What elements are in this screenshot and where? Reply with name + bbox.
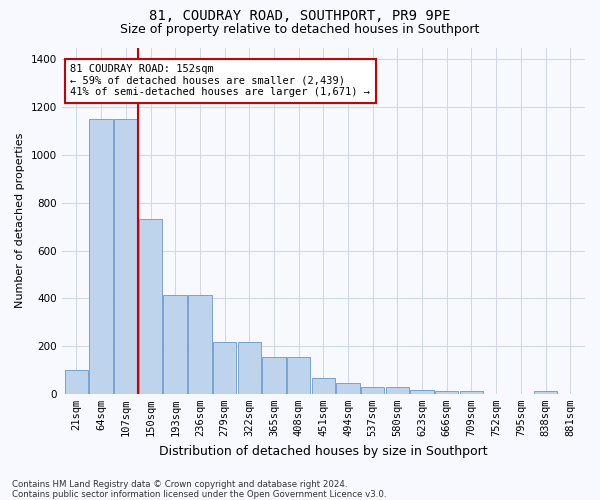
Text: Contains HM Land Registry data © Crown copyright and database right 2024.: Contains HM Land Registry data © Crown c… [12,480,347,489]
Bar [238,342,261,394]
Bar [262,357,286,394]
Bar [336,383,360,394]
Bar [188,294,212,394]
Bar [460,391,483,394]
Bar [386,387,409,394]
Bar [163,294,187,394]
Text: Contains public sector information licensed under the Open Government Licence v3: Contains public sector information licen… [12,490,386,499]
Bar [287,357,310,394]
Bar [534,391,557,394]
Y-axis label: Number of detached properties: Number of detached properties [15,133,25,308]
Bar [410,390,434,394]
Bar [114,119,137,394]
Bar [361,387,385,394]
Bar [139,220,162,394]
Bar [213,342,236,394]
Bar [311,378,335,394]
Text: 81 COUDRAY ROAD: 152sqm
← 59% of detached houses are smaller (2,439)
41% of semi: 81 COUDRAY ROAD: 152sqm ← 59% of detache… [70,64,370,98]
Text: 81, COUDRAY ROAD, SOUTHPORT, PR9 9PE: 81, COUDRAY ROAD, SOUTHPORT, PR9 9PE [149,9,451,23]
Bar [89,119,113,394]
Text: Size of property relative to detached houses in Southport: Size of property relative to detached ho… [121,22,479,36]
X-axis label: Distribution of detached houses by size in Southport: Distribution of detached houses by size … [159,444,488,458]
Bar [65,370,88,394]
Bar [435,391,458,394]
